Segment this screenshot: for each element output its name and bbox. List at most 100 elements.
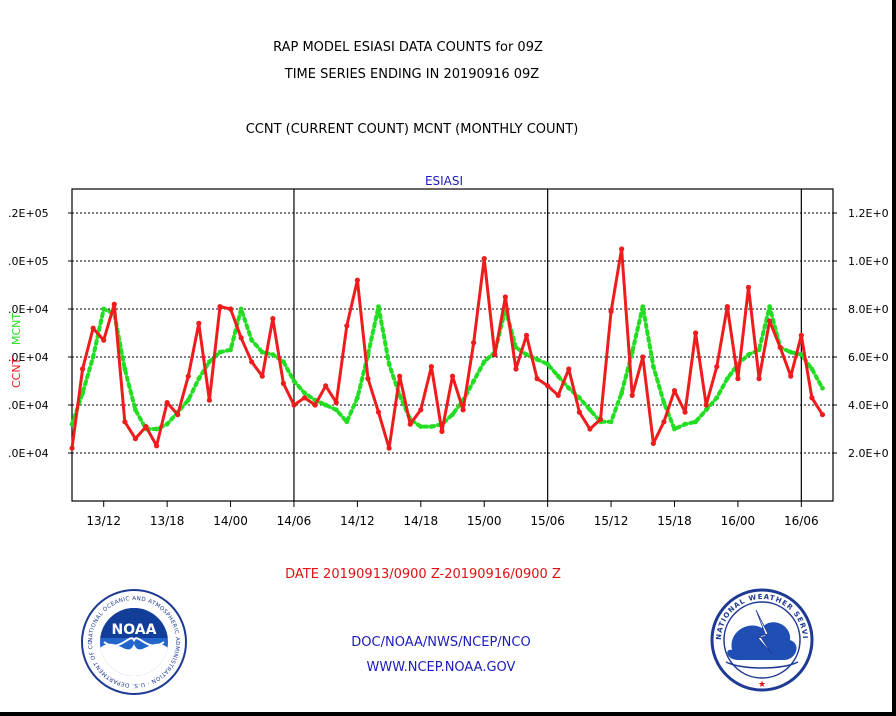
mcnt-point (228, 347, 233, 353)
ccnt-point (671, 388, 678, 394)
mcnt-point (428, 424, 434, 429)
chart-subtitle: CCNT (CURRENT COUNT) MCNT (MONTHLY COUNT… (246, 122, 579, 137)
title-line-2: TIME SERIES ENDING IN 20190916 09Z (284, 67, 540, 82)
grid-lines (72, 212, 833, 454)
y-tick-label-right: 4.0E+0 (848, 399, 889, 412)
mcnt-point (809, 366, 815, 372)
mcnt-point (629, 349, 635, 355)
y-tick-label-left: .0E+04 (8, 447, 49, 460)
y-tick-label-right: 1.2E+0 (848, 207, 889, 220)
ccnt-point (735, 376, 741, 382)
mcnt-point (682, 421, 688, 427)
mcnt-point (534, 357, 540, 362)
x-tick-label: 14/12 (340, 514, 375, 528)
mcnt-point (724, 376, 730, 381)
mcnt-line (70, 304, 825, 431)
ccnt-point (69, 445, 75, 451)
ccnt-point (175, 412, 181, 418)
ccnt-point (597, 416, 604, 422)
mcnt-point (291, 378, 297, 384)
ccnt-point (344, 323, 350, 329)
ccnt-point (439, 428, 445, 434)
mcnt-point (513, 345, 519, 350)
mcnt-point (820, 385, 825, 391)
mcnt-point (608, 419, 614, 425)
ccnt-point (682, 409, 688, 415)
mcnt-point (746, 352, 751, 357)
ccnt-point (111, 301, 117, 307)
mcnt-point (69, 421, 75, 427)
ccnt-point (629, 392, 635, 398)
ccnt-point (756, 376, 762, 382)
x-tick-label: 15/06 (530, 514, 565, 528)
mcnt-point (703, 407, 709, 413)
mcnt-point (133, 407, 138, 413)
ccnt-point (714, 364, 720, 370)
mcnt-point (756, 347, 762, 353)
mcnt-point (344, 419, 350, 425)
noaa-logo: NOAA NATIONAL OCEANIC AND ATMOSPHERIC AD… (81, 589, 187, 695)
y-label-ccnt: CCNT (10, 357, 23, 388)
ccnt-point (143, 424, 149, 430)
url-line[interactable]: WWW.NCEP.NOAA.GOV (367, 660, 516, 675)
mcnt-point (714, 395, 720, 401)
ccnt-point (333, 400, 339, 406)
mcnt-point (524, 352, 529, 357)
ccnt-point (460, 407, 466, 413)
mcnt-point (576, 395, 582, 401)
ccnt-point (471, 340, 477, 346)
ccnt-point (481, 256, 487, 262)
ccnt-point (809, 395, 815, 401)
y-tick-label-left: .0E+04 (8, 351, 49, 364)
ccnt-point (576, 409, 582, 415)
plot-area (71, 188, 834, 502)
mcnt-point (281, 359, 286, 365)
mcnt-point (270, 352, 276, 357)
mcnt-point (259, 349, 265, 355)
mcnt-point (80, 390, 85, 396)
mcnt-point (767, 304, 773, 309)
mcnt-point (164, 421, 170, 427)
mcnt-point (185, 397, 191, 403)
mcnt-point (672, 426, 677, 432)
mcnt-point (693, 419, 699, 425)
ccnt-point (640, 354, 646, 360)
mcnt-point (545, 361, 551, 367)
ccnt-point (196, 320, 202, 326)
ccnt-point (386, 445, 392, 451)
panel-label: ESIASI (425, 174, 463, 188)
ccnt-point (291, 402, 297, 408)
x-axis: 13/12 13/18 14/00 14/06 14/12 14/18 15/00 15/06… (86, 501, 819, 528)
ccnt-point (206, 397, 213, 403)
x-tick-label: 13/12 (86, 514, 121, 528)
y-tick-label-right: 6.0E+0 (848, 351, 889, 364)
ccnt-point (312, 402, 318, 408)
mcnt-point (249, 337, 255, 343)
mcnt-point (566, 385, 572, 391)
mcnt-point (196, 376, 202, 381)
x-tick-label: 15/12 (594, 514, 629, 528)
ccnt-point (397, 373, 403, 379)
series-ccnt (69, 246, 826, 451)
mcnt-point (207, 359, 212, 365)
ccnt-point (650, 440, 656, 446)
ccnt-point (249, 359, 255, 365)
ccnt-point (608, 308, 614, 314)
mcnt-point (154, 426, 159, 432)
mcnt-point (661, 400, 667, 405)
ccnt-point (375, 409, 382, 415)
mcnt-point (90, 354, 96, 360)
y-axis-left: .0E+04 .0E+04 .0E+04 .0E+04 .0E+05 .2E+05 (8, 207, 72, 460)
org-line[interactable]: DOC/NOAA/NWS/NCEP/NCO (351, 635, 530, 650)
x-tick-label: 14/18 (404, 514, 439, 528)
ccnt-point (492, 352, 498, 358)
ccnt-point (365, 376, 371, 382)
mcnt-point (418, 424, 424, 429)
mcnt-point (376, 304, 381, 309)
ccnt-point (745, 284, 752, 290)
y-tick-label-left: .2E+05 (8, 207, 49, 220)
x-tick-label: 13/18 (150, 514, 185, 528)
y-tick-label-left: .0E+04 (8, 399, 49, 412)
mcnt-point (302, 390, 307, 396)
